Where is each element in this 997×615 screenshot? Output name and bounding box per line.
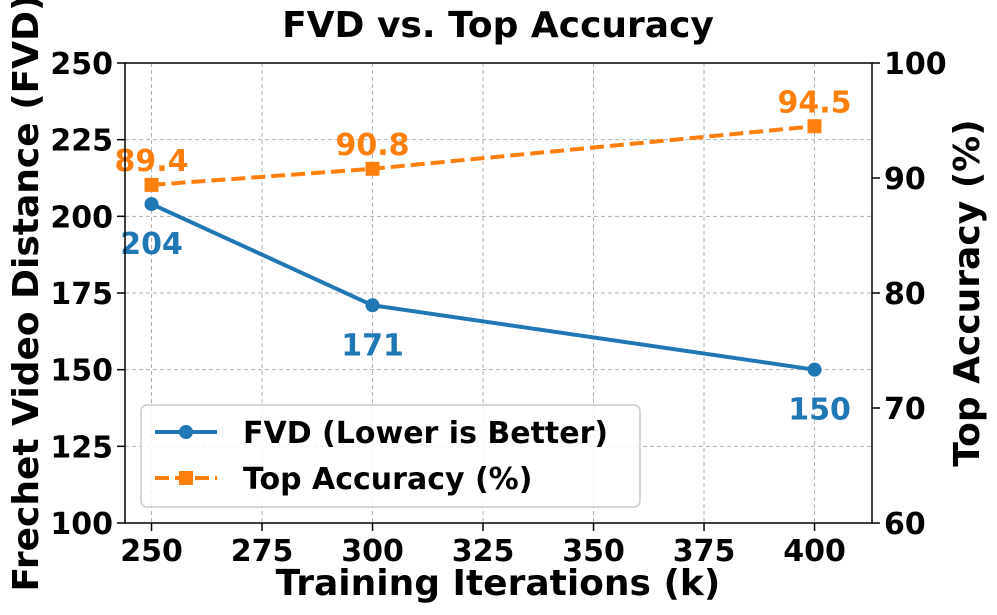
x-tick-label: 275: [231, 534, 294, 569]
y-right-tick-label: 80: [884, 277, 926, 312]
y-right-tick-label: 100: [884, 47, 947, 82]
y-right-tick-label: 70: [884, 392, 926, 427]
y-left-tick-label: 250: [50, 47, 113, 82]
x-tick-label: 400: [783, 534, 846, 569]
y-right-tick-label: 90: [884, 162, 926, 197]
y-left-tick-label: 225: [50, 124, 113, 159]
y-left-tick-label: 100: [50, 507, 113, 542]
x-tick-label: 325: [452, 534, 515, 569]
y-left-tick-label: 150: [50, 354, 113, 389]
y-left-tick-label: 200: [50, 200, 113, 235]
fvd-point: [144, 197, 159, 212]
x-tick-label: 350: [562, 534, 625, 569]
fvd-data-label: 204: [120, 227, 183, 262]
accuracy-point: [144, 177, 159, 192]
y-left-tick-label: 175: [50, 277, 113, 312]
legend-label-accuracy: Top Accuracy (%): [243, 462, 532, 497]
y-left-tick-label: 125: [50, 430, 113, 465]
legend-label-fvd: FVD (Lower is Better): [243, 416, 608, 451]
legend-frame: [140, 404, 641, 508]
x-axis-title: Training Iterations (k): [276, 563, 721, 604]
fvd-data-label: 150: [788, 393, 851, 428]
x-tick-label: 300: [341, 534, 404, 569]
series-layer: 204 171 150 89.4 90.8 94.5: [115, 85, 852, 427]
y-axis-title-right: Top Accuracy (%): [947, 119, 988, 466]
legend-marker-accuracy: [179, 471, 193, 485]
fvd-point: [807, 362, 822, 377]
accuracy-data-label: 89.4: [115, 144, 189, 179]
x-tick-label: 375: [673, 534, 736, 569]
accuracy-data-label: 94.5: [778, 85, 852, 120]
legend-marker-fvd: [179, 425, 193, 439]
y-axis-title-left: Frechet Video Distance (FVD): [6, 0, 47, 591]
fvd-data-label: 171: [341, 328, 404, 363]
accuracy-data-label: 90.8: [336, 128, 410, 163]
x-tick-label: 250: [120, 534, 183, 569]
y-right-tick-label: 60: [884, 507, 926, 542]
accuracy-point: [807, 119, 822, 134]
chart-title: FVD vs. Top Accuracy: [282, 5, 714, 46]
legend: FVD (Lower is Better) Top Accuracy (%): [140, 404, 641, 508]
axes-layer: 250 275 300 325 350 375 4001001251501752002252…: [50, 47, 946, 569]
fvd-point: [365, 298, 380, 313]
accuracy-point: [365, 161, 380, 176]
